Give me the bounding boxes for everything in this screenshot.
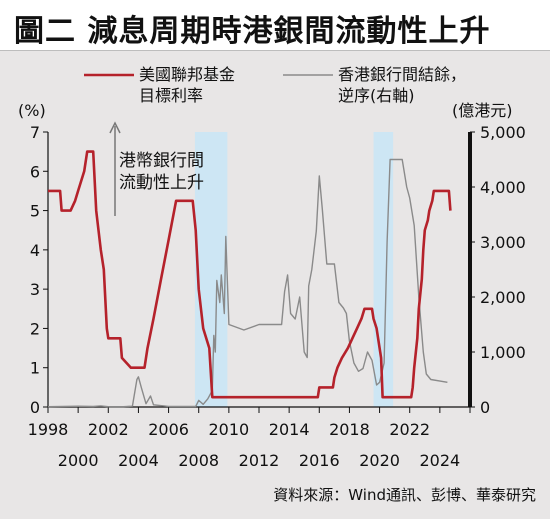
right-tick-label: 3,000 bbox=[480, 233, 526, 252]
right-tick-label: 1,000 bbox=[480, 343, 526, 362]
x-tick-label-bottom: 2008 bbox=[178, 451, 219, 470]
x-tick-label-bottom: 2000 bbox=[58, 451, 99, 470]
x-tick-label-top: 2018 bbox=[329, 420, 370, 439]
x-tick-label-bottom: 2024 bbox=[419, 451, 460, 470]
right-tick-label: 0 bbox=[480, 398, 490, 417]
left-tick-label: 6 bbox=[30, 162, 40, 181]
x-tick-label-bottom: 2016 bbox=[299, 451, 340, 470]
x-tick-label-bottom: 2004 bbox=[118, 451, 159, 470]
left-tick-label: 7 bbox=[30, 123, 40, 142]
series-line-fed-rate bbox=[48, 150, 452, 399]
x-tick-label-top: 2014 bbox=[269, 420, 310, 439]
annotation-line-2: 流動性上升 bbox=[119, 173, 204, 193]
left-axis-unit: (%) bbox=[18, 101, 46, 120]
source-note: 資料來源：Wind通訊、彭博、華泰研究 bbox=[273, 486, 536, 504]
annotation-arrow-head bbox=[109, 121, 121, 134]
chart-svg: 美國聯邦基金 目標利率 香港銀行間結餘， 逆序(右軸) (%) (億港元) 01… bbox=[18, 65, 536, 504]
legend: 美國聯邦基金 目標利率 香港銀行間結餘， 逆序(右軸) bbox=[84, 65, 466, 105]
left-tick-label: 4 bbox=[30, 241, 40, 260]
right-tick-label: 4,000 bbox=[480, 178, 526, 197]
left-tick-label: 5 bbox=[30, 202, 40, 221]
title-bar: 圖二 減息周期時港銀間流動性上升 bbox=[0, 0, 550, 51]
series-lines bbox=[47, 150, 452, 408]
x-tick-label-top: 2006 bbox=[148, 420, 189, 439]
x-tick-label-top: 2002 bbox=[88, 420, 129, 439]
left-axis-ticks: 0 1 2 3 4 5 6 7 bbox=[30, 123, 48, 417]
x-tick-label-bottom: 2020 bbox=[359, 451, 400, 470]
left-tick-label: 3 bbox=[30, 280, 40, 299]
left-tick-label: 1 bbox=[30, 359, 40, 378]
left-tick-label: 2 bbox=[30, 319, 40, 338]
chart-title: 圖二 減息周期時港銀間流動性上升 bbox=[14, 14, 491, 49]
legend-label-interbank-balance-1: 香港銀行間結餘， bbox=[338, 65, 466, 84]
x-tick-label-top: 2022 bbox=[389, 420, 430, 439]
right-tick-label: 2,000 bbox=[480, 288, 526, 307]
annotation-line-1: 港幣銀行間 bbox=[119, 151, 204, 171]
x-tick-label-top: 2010 bbox=[208, 420, 249, 439]
x-tick-label-top: 1998 bbox=[28, 420, 69, 439]
x-axis-ticks: 1998 2002 2006 2010 2014 2018 2022 2000 2004 2008… bbox=[28, 407, 471, 470]
legend-label-fed-rate-1: 美國聯邦基金 bbox=[139, 65, 235, 84]
right-tick-label: 5,000 bbox=[480, 123, 526, 142]
legend-label-fed-rate-2: 目標利率 bbox=[139, 86, 203, 105]
legend-label-interbank-balance-2: 逆序(右軸) bbox=[338, 86, 415, 105]
right-axis-unit: (億港元) bbox=[452, 101, 513, 120]
right-axis-ticks: 0 1,000 2,000 3,000 4,000 5,000 bbox=[470, 123, 526, 417]
x-tick-label-bottom: 2012 bbox=[239, 451, 280, 470]
left-tick-label: 0 bbox=[30, 398, 40, 417]
